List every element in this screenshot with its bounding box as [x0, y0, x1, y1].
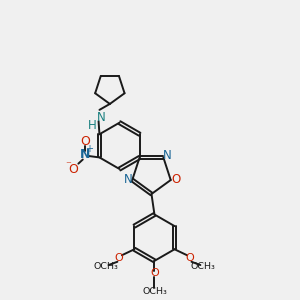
- Text: N: N: [124, 173, 133, 186]
- Text: O: O: [80, 135, 90, 148]
- Text: N: N: [97, 110, 106, 124]
- Text: O: O: [186, 253, 194, 263]
- Text: O: O: [171, 173, 180, 186]
- Text: N: N: [80, 148, 90, 161]
- Text: OCH₃: OCH₃: [93, 262, 118, 271]
- Text: O: O: [150, 268, 159, 278]
- Text: O: O: [115, 253, 123, 263]
- Text: N: N: [163, 148, 171, 161]
- Text: OCH₃: OCH₃: [191, 262, 216, 271]
- Text: ⁻: ⁻: [65, 161, 71, 171]
- Text: +: +: [85, 144, 93, 154]
- Text: H: H: [88, 119, 96, 132]
- Text: OCH₃: OCH₃: [142, 287, 167, 296]
- Text: O: O: [68, 163, 78, 176]
